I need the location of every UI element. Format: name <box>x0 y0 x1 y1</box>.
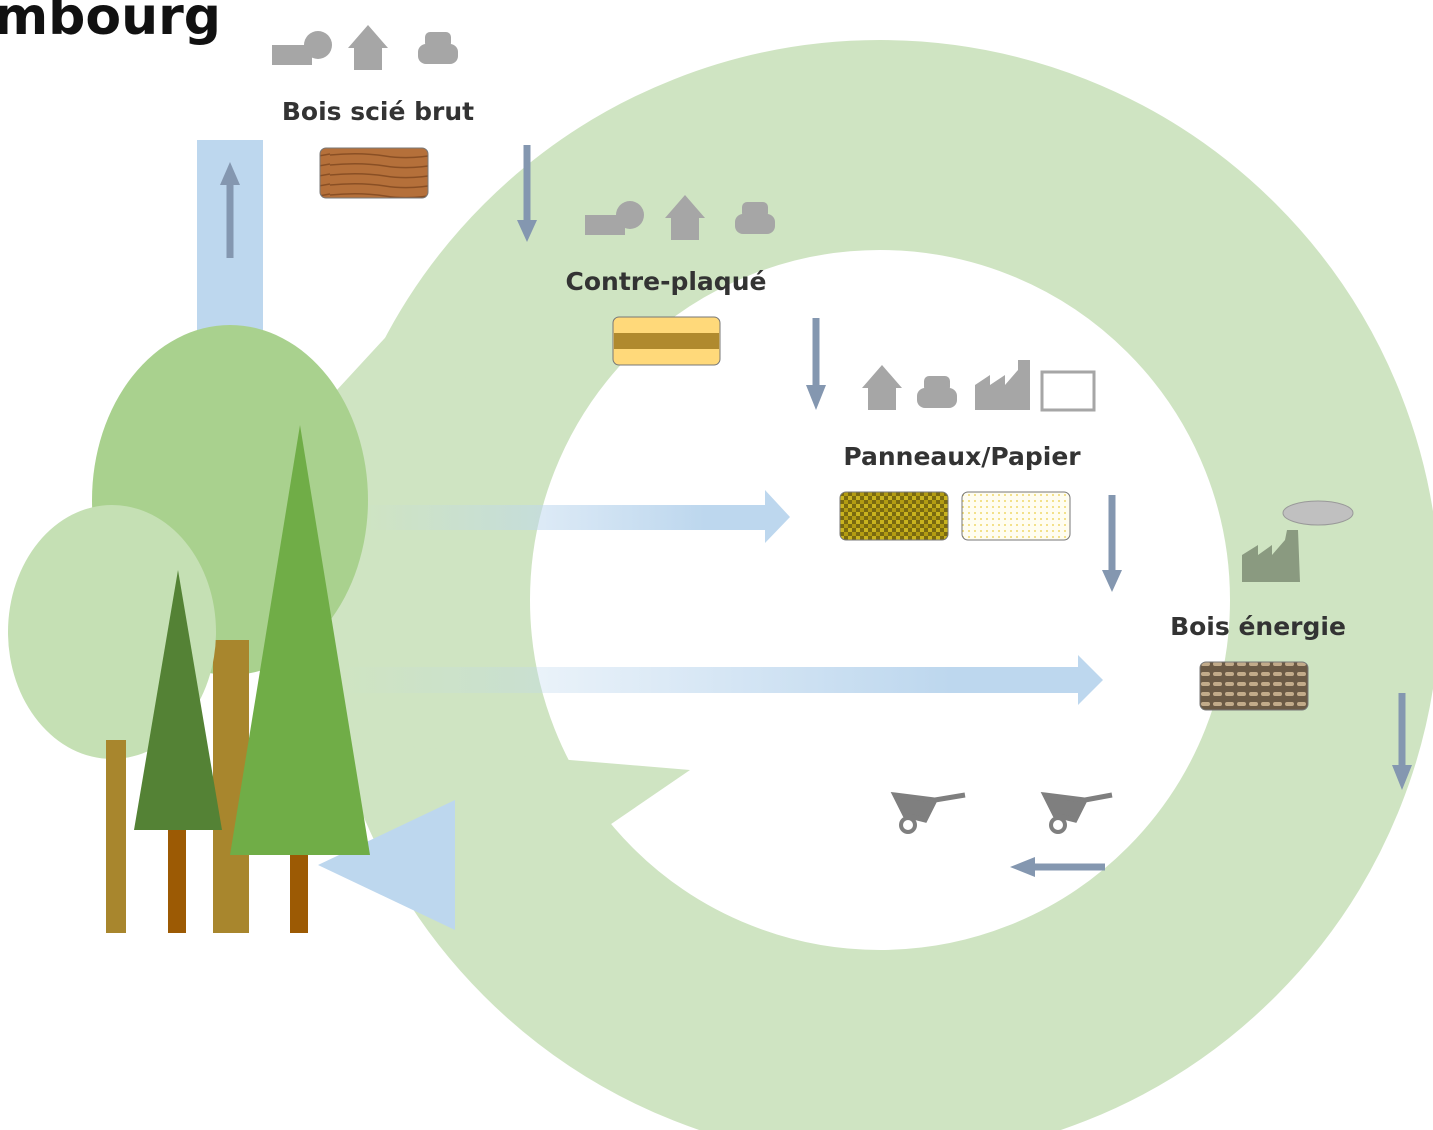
paper-swatch <box>962 492 1070 540</box>
sawn-wood-swatch <box>320 148 428 198</box>
diagram: mbourg Bois scié brut Contre-plaqué Pann… <box>0 0 1433 1130</box>
forest <box>8 325 370 933</box>
plywood-swatch <box>613 317 720 365</box>
panel-swatch <box>840 492 948 540</box>
title: mbourg <box>0 0 221 47</box>
stage-label: Panneaux/Papier <box>843 442 1081 471</box>
stage-label: Bois scié brut <box>282 97 474 126</box>
page: mbourg Bois scié brut Contre-plaqué Pann… <box>0 0 1433 1130</box>
stage-label: Bois énergie <box>1170 612 1346 641</box>
stage-label: Contre-plaqué <box>566 267 767 296</box>
cycle-ring <box>425 145 1335 1055</box>
pellet-swatch <box>1200 662 1308 710</box>
